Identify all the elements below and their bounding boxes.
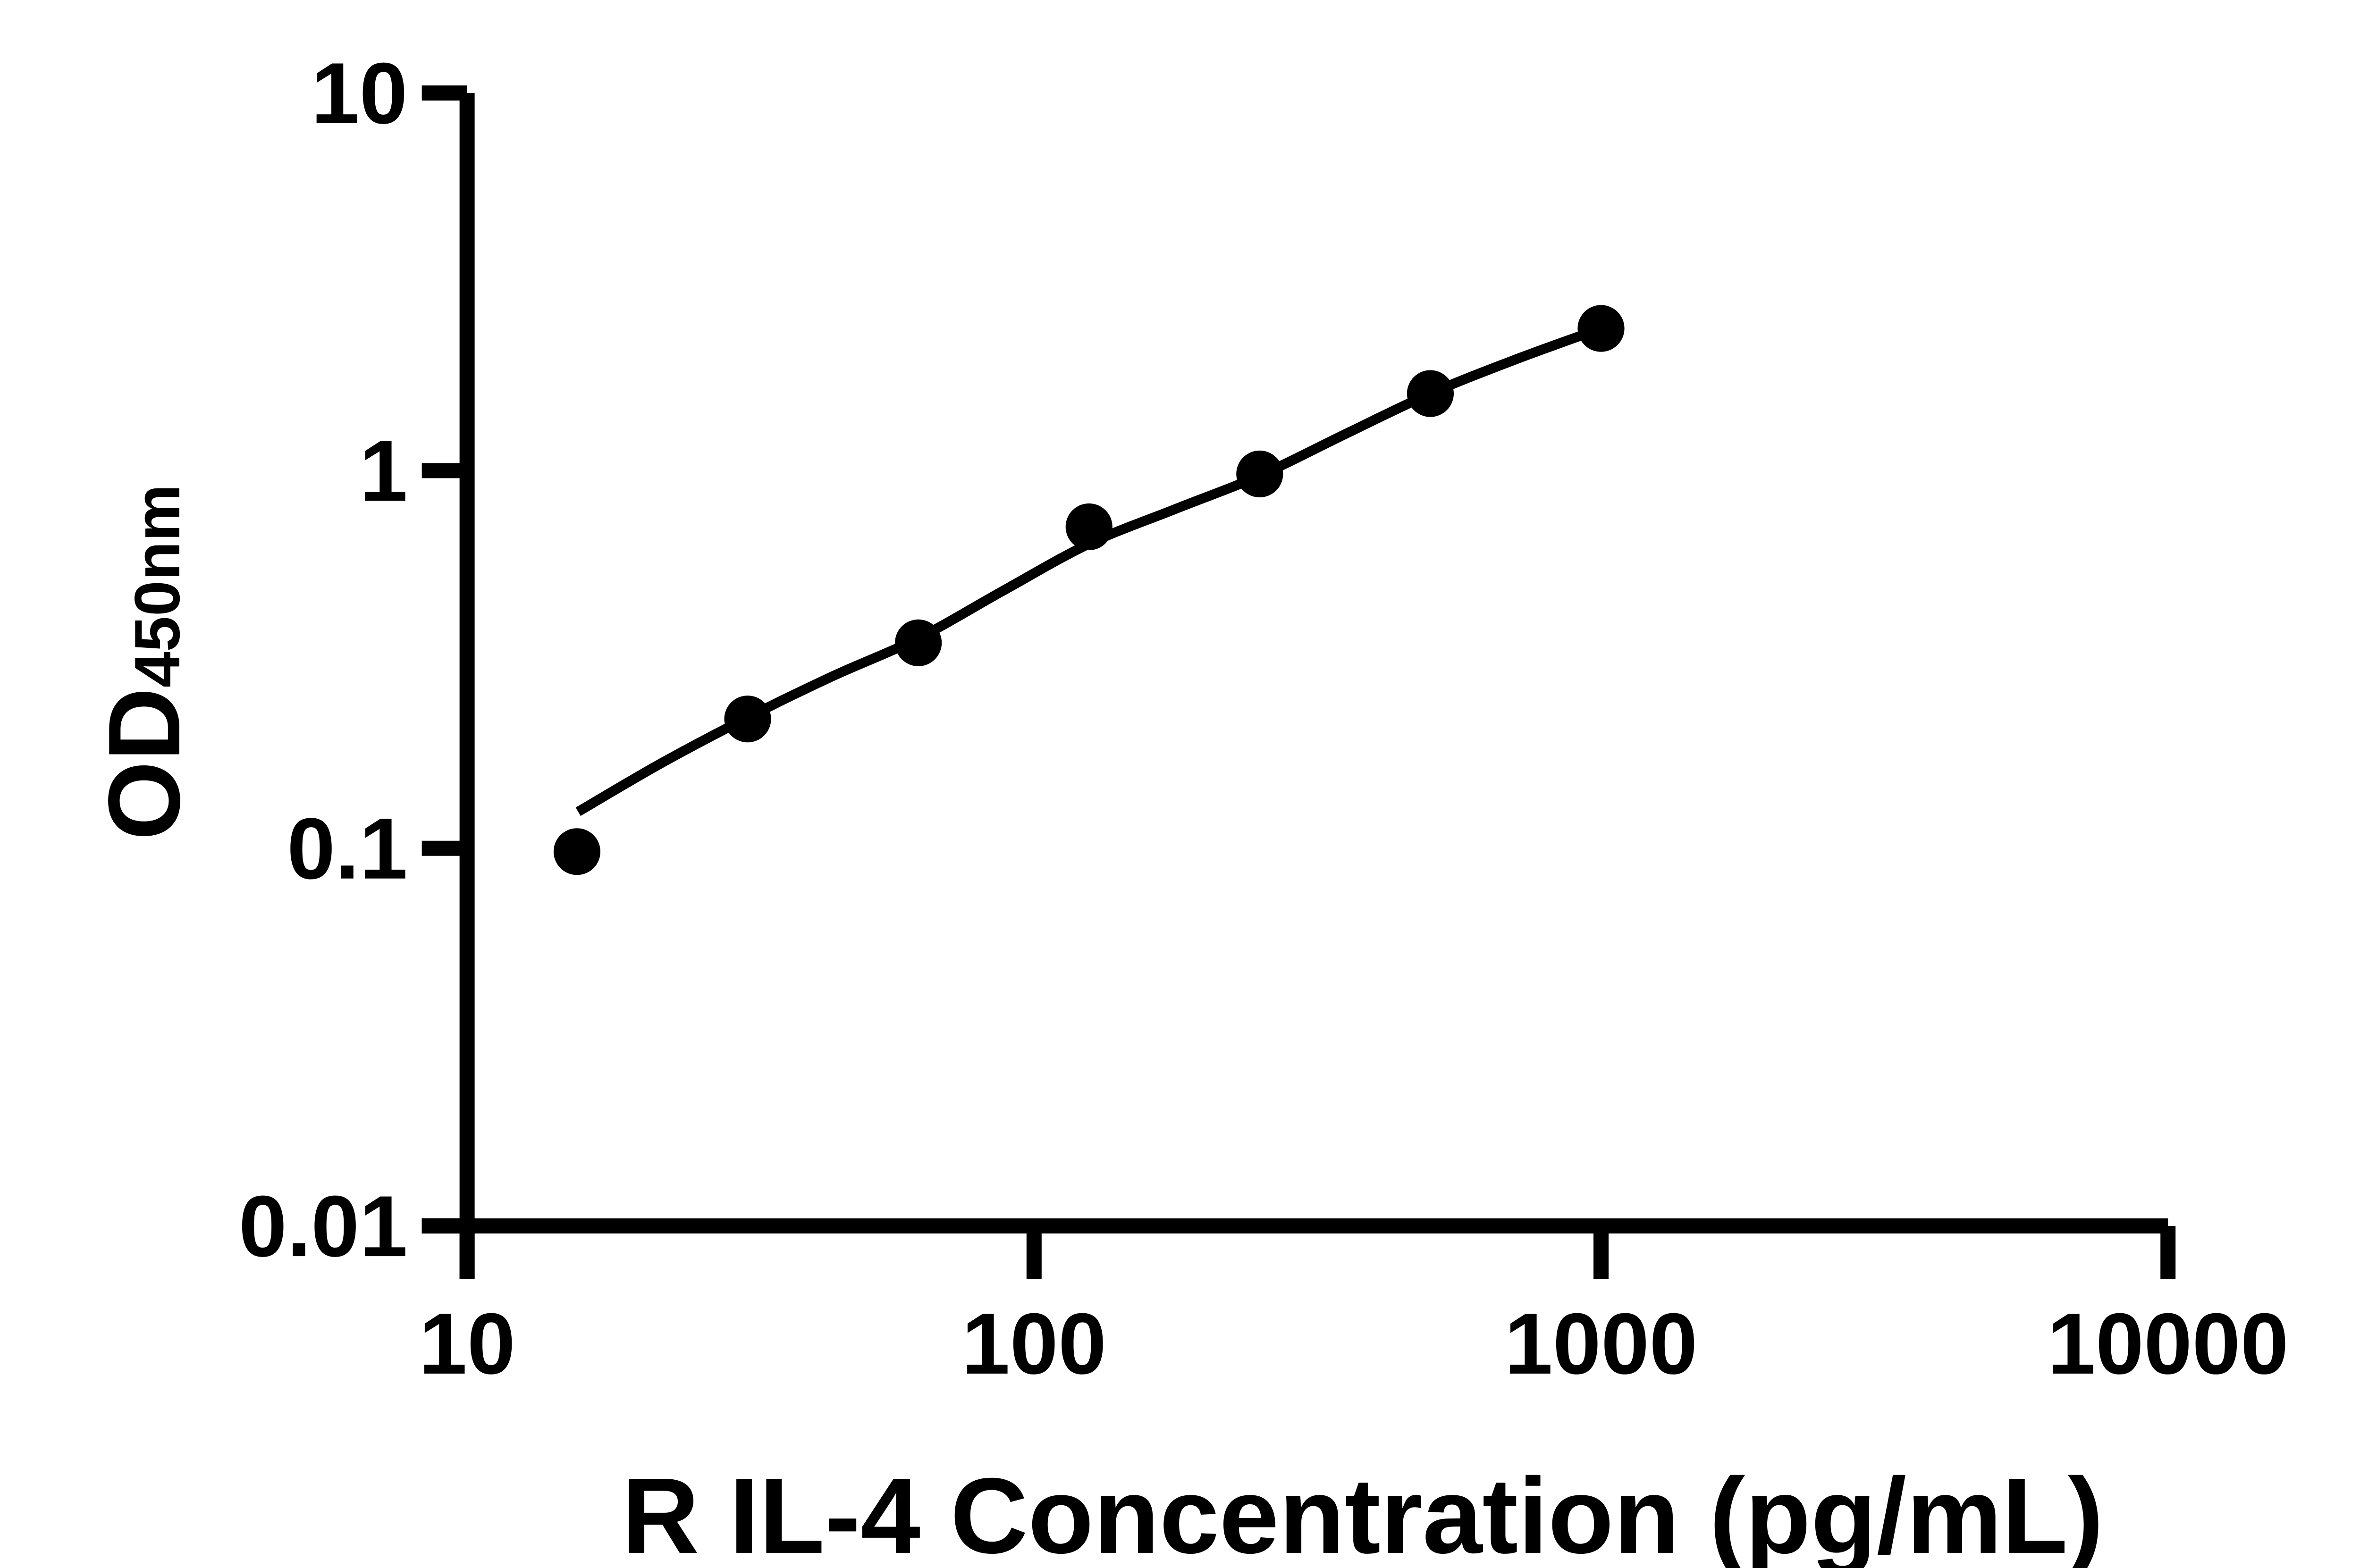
- data-point: [1407, 370, 1454, 417]
- data-point: [895, 619, 942, 666]
- data-point: [724, 696, 771, 743]
- y-axis-title-subscript: 450nm: [121, 484, 193, 688]
- data-point: [1236, 450, 1283, 498]
- y-tick-label: 0.1: [287, 800, 408, 897]
- x-axis-title: R IL-4 Concentration (pg/mL): [622, 1456, 2104, 1568]
- x-tick-label: 100: [961, 1295, 1106, 1392]
- y-tick-label: 1: [359, 422, 407, 519]
- y-tick-label: 0.01: [239, 1178, 408, 1275]
- axes: [421, 85, 2176, 1279]
- x-tick-label: 10000: [2048, 1295, 2289, 1392]
- y-axis-title-base: OD: [87, 688, 201, 840]
- x-tick-label: 10: [419, 1295, 515, 1392]
- data-points-layer: [553, 305, 1625, 875]
- tick-labels: 10 100 1000 10000 0.01 0.1 1 10: [239, 45, 2289, 1392]
- data-point: [1577, 305, 1625, 352]
- y-tick-label: 10: [311, 45, 408, 142]
- data-point: [1065, 503, 1113, 551]
- data-point: [553, 828, 601, 875]
- x-tick-label: 1000: [1504, 1295, 1697, 1392]
- y-axis-title: OD450nm: [87, 484, 201, 840]
